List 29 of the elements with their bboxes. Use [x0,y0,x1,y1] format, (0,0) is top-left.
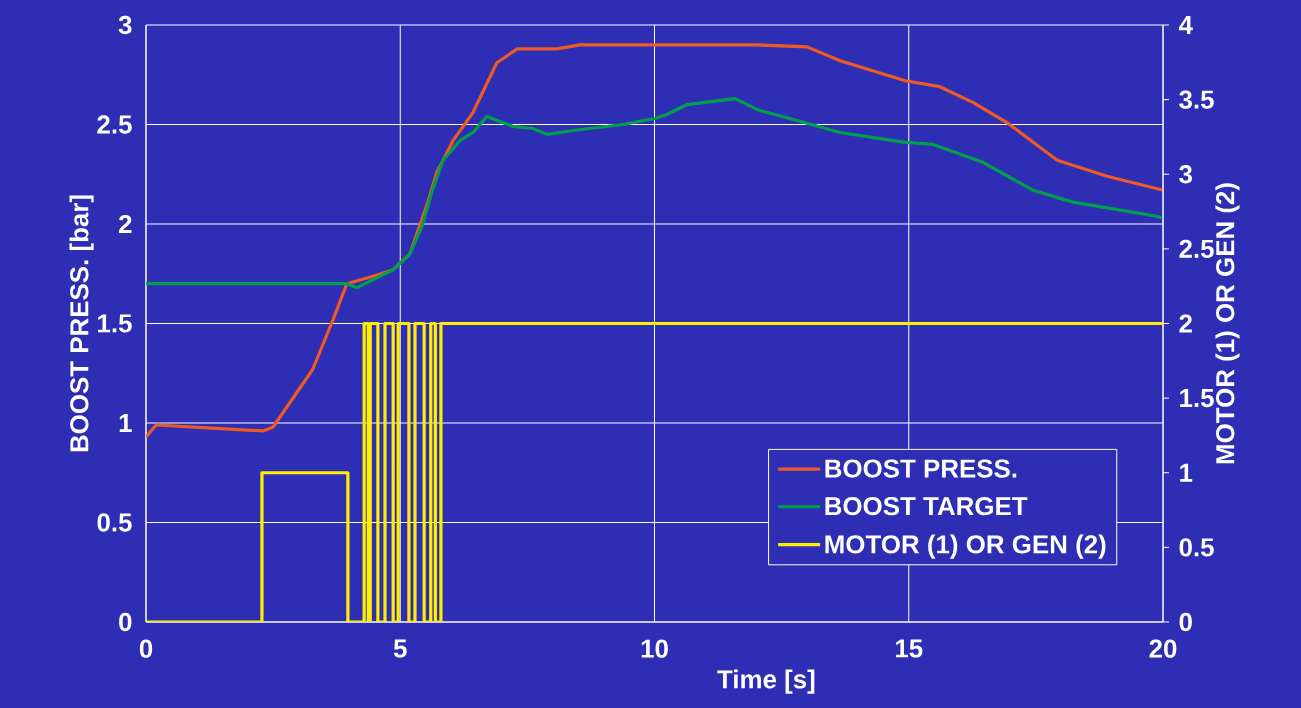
y2-tick-label: 1 [1180,463,1193,482]
y2-tick-label: 3 [1179,165,1192,184]
y2-tick-label: 2.5 [1179,239,1214,259]
y-tick-label: 2.5 [97,115,132,134]
line-series [146,43,1164,439]
y2-tick-label: 1.5 [1180,389,1214,408]
y-tick-label: 0.5 [97,513,132,532]
y2-tick-label: 3.5 [1179,90,1214,109]
y-tick-label: 1 [119,414,132,432]
x-tick-label: 10 [641,639,668,658]
legend-label: MOTOR (1) OR GEN (2) [825,534,1106,559]
x-tick-label: 0 [139,639,153,658]
x-tick-label: 20 [1149,639,1177,658]
y-axis-title: BOOST PRESS. [bar] [69,195,94,452]
y2-tick-label: 2 [1179,314,1192,333]
y2-axis-title: MOTOR (1) OR GEN (2) [1215,183,1240,464]
y2-tick-label: 4 [1178,16,1193,34]
legend-label: BOOST TARGET [825,496,1028,516]
line-series [146,97,1164,290]
y-tick-label: 3 [118,15,132,35]
x-axis-title: Time [s] [717,669,815,694]
legend-label: BOOST PRESS. [825,459,1017,478]
x-tick-label: 5 [393,639,407,658]
y2-tick-label: 0.5 [1179,538,1214,557]
y2-tick-label: 0 [1179,612,1192,632]
y-tick-label: 1.5 [98,314,132,333]
y-tick-label: 2 [118,214,132,234]
x-tick-label: 15 [895,639,923,658]
y-tick-label: 0 [119,612,132,632]
